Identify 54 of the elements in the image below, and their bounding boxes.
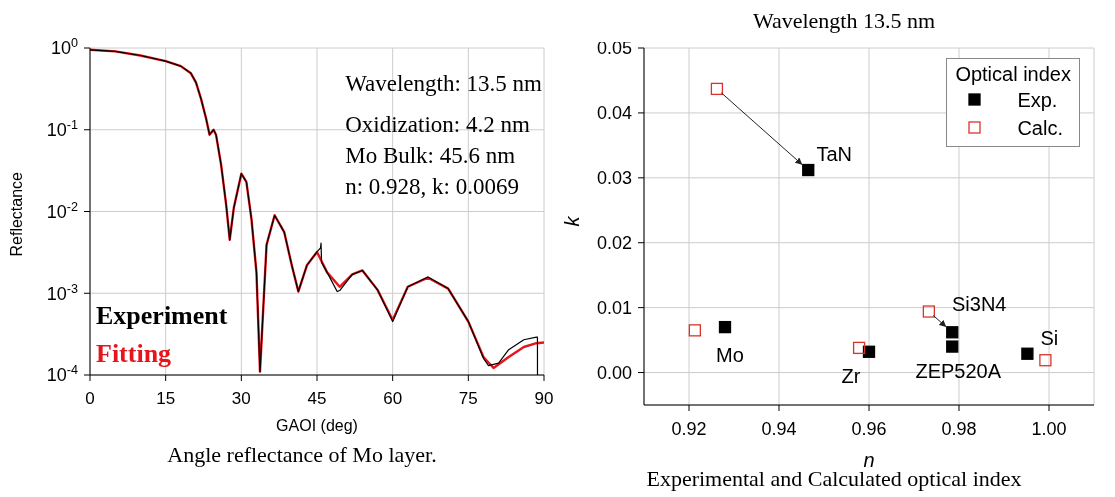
y-tick-label: 0.05	[596, 38, 632, 59]
x-tick-label: 0.94	[761, 419, 797, 439]
x-tick-label: 0.98	[941, 419, 977, 439]
point	[710, 82, 724, 96]
y-tick-label: 0.04	[596, 103, 632, 124]
x-axis-title: GAOI (deg)	[276, 417, 358, 434]
annotation: Si3N4	[952, 292, 1007, 316]
y-axis-title: Reflectance	[7, 171, 25, 257]
y-tick-label: 10$^{-1}$	[46, 118, 78, 141]
point	[946, 326, 959, 339]
text: Fitting	[96, 338, 173, 370]
point	[852, 341, 866, 355]
point	[922, 305, 935, 318]
x-tick-label: 30	[231, 389, 251, 408]
point	[1039, 354, 1052, 367]
annotation: Wavelength: 13.5 nm	[345, 70, 542, 98]
legend-label: Calc.	[1017, 116, 1063, 141]
point	[688, 324, 701, 337]
point	[946, 340, 959, 353]
x-tick-label: 60	[383, 389, 403, 408]
x-tick-label: 15	[156, 389, 176, 408]
x-tick-label: 1.00	[1031, 419, 1067, 439]
annotation: n: 0.928, k: 0.0069	[345, 173, 520, 201]
x-tick-label: 45	[307, 389, 327, 408]
point	[1021, 347, 1034, 360]
chart-title: Wavelength 13.5 nm	[752, 8, 936, 33]
point	[802, 163, 815, 177]
text: Angle reflectance of Mo layer.	[166, 442, 438, 468]
annotation: ZEP520A	[915, 359, 1002, 383]
x-tick-label: 0	[85, 389, 95, 408]
y-tick-label: 10$^{-2}$	[46, 199, 78, 222]
x-tick-label: 75	[458, 389, 478, 408]
y-tick-label: 0.01	[596, 297, 632, 318]
y-tick-label: 10$^{-4}$	[46, 363, 78, 386]
annotation: Zr	[841, 364, 861, 388]
series-label: Experiment	[96, 300, 228, 332]
x-tick-label: 0.92	[671, 419, 707, 439]
x-tick-label: 0.96	[851, 419, 887, 439]
x-tick-label: 90	[534, 389, 554, 408]
point	[862, 345, 876, 358]
y-axis-title: k	[561, 215, 584, 227]
y-tick-label: 10$^{-3}$	[46, 281, 78, 304]
point	[718, 320, 732, 334]
annotation: Mo	[716, 343, 744, 367]
y-tick-label: 0.03	[596, 168, 632, 189]
annotation: Si	[1040, 326, 1059, 350]
legend-title: Optical index	[955, 63, 1071, 86]
annotation: TaN	[816, 142, 853, 166]
annotation: Mo Bulk: 45.6 nm	[345, 142, 517, 170]
y-tick-label: 10$^{0}$	[50, 36, 78, 59]
legend-label: Exp.	[1017, 88, 1058, 113]
y-tick-label: 0.02	[596, 233, 632, 254]
y-tick-label: 0.00	[596, 362, 632, 383]
annotation: Oxidization: 4.2 nm	[345, 111, 531, 139]
